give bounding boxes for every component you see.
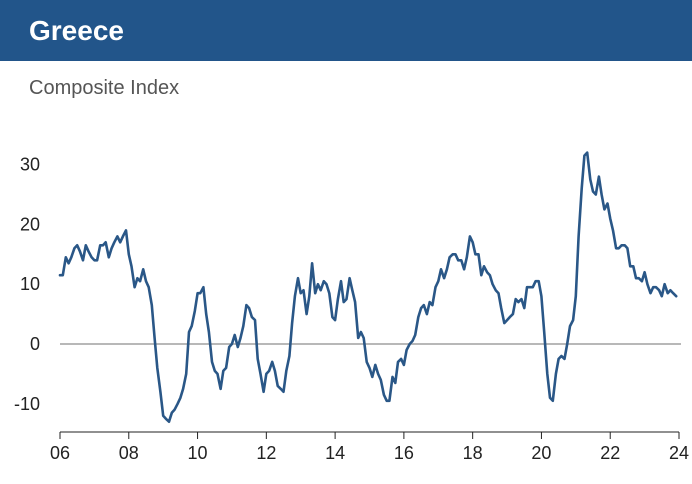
chart-subtitle: Composite Index bbox=[29, 77, 180, 99]
chart-title: Greece bbox=[29, 15, 124, 46]
x-tick-label: 10 bbox=[188, 443, 208, 463]
y-tick-label: -10 bbox=[14, 394, 40, 414]
x-tick-label: 22 bbox=[600, 443, 620, 463]
y-tick-label: 20 bbox=[20, 214, 40, 234]
x-tick-label: 06 bbox=[50, 443, 70, 463]
y-tick-label: 30 bbox=[20, 155, 40, 175]
y-tick-label: 0 bbox=[30, 334, 40, 354]
x-tick-label: 24 bbox=[669, 443, 689, 463]
series-line-0 bbox=[58, 151, 678, 424]
x-tick-label: 12 bbox=[256, 443, 276, 463]
x-tick-label: 20 bbox=[531, 443, 551, 463]
x-tick-label: 14 bbox=[325, 443, 345, 463]
x-tick-label: 16 bbox=[394, 443, 414, 463]
y-tick-label: 10 bbox=[20, 274, 40, 294]
x-tick-label: 18 bbox=[463, 443, 483, 463]
title-bar: Greece bbox=[0, 0, 692, 61]
x-tick-label: 08 bbox=[119, 443, 139, 463]
